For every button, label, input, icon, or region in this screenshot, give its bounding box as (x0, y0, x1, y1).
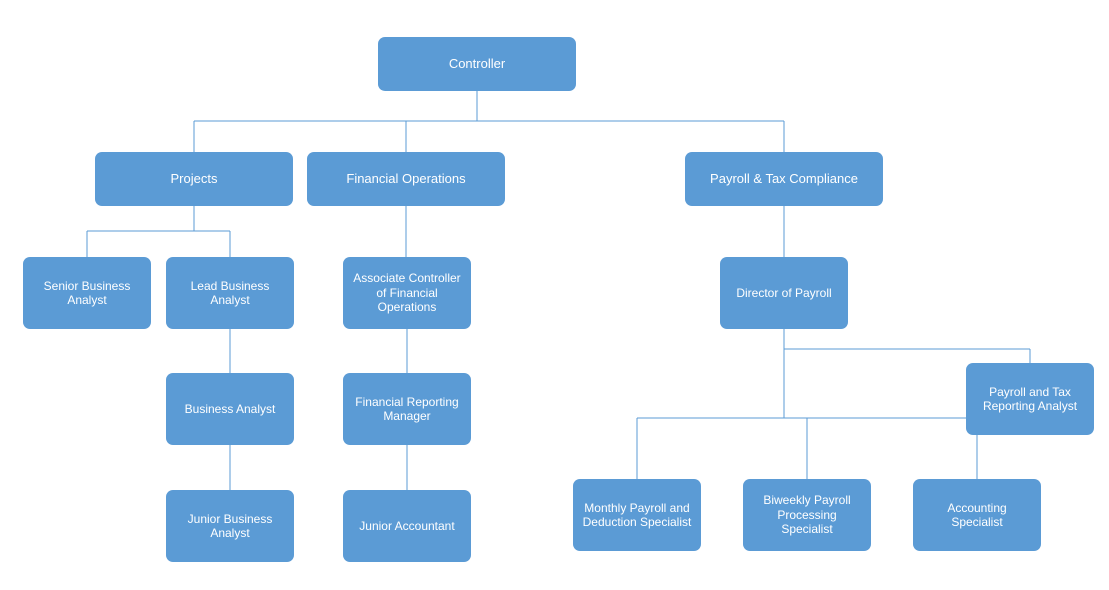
node-payroll-tax-reporting-analyst: Payroll and Tax Reporting Analyst (966, 363, 1094, 435)
node-financial-operations: Financial Operations (307, 152, 505, 206)
node-controller: Controller (378, 37, 576, 91)
node-business-analyst: Business Analyst (166, 373, 294, 445)
node-director-of-payroll: Director of Payroll (720, 257, 848, 329)
node-payroll-tax-compliance: Payroll & Tax Compliance (685, 152, 883, 206)
node-lead-business-analyst: Lead Business Analyst (166, 257, 294, 329)
node-accounting-specialist: Accounting Specialist (913, 479, 1041, 551)
node-biweekly-payroll-processing-specialist: Biweekly Payroll Processing Specialist (743, 479, 871, 551)
node-senior-business-analyst: Senior Business Analyst (23, 257, 151, 329)
node-projects: Projects (95, 152, 293, 206)
node-junior-business-analyst: Junior Business Analyst (166, 490, 294, 562)
node-junior-accountant: Junior Accountant (343, 490, 471, 562)
node-monthly-payroll-deduction-specialist: Monthly Payroll and Deduction Specialist (573, 479, 701, 551)
node-associate-controller: Associate Controller of Financial Operat… (343, 257, 471, 329)
node-financial-reporting-manager: Financial Reporting Manager (343, 373, 471, 445)
